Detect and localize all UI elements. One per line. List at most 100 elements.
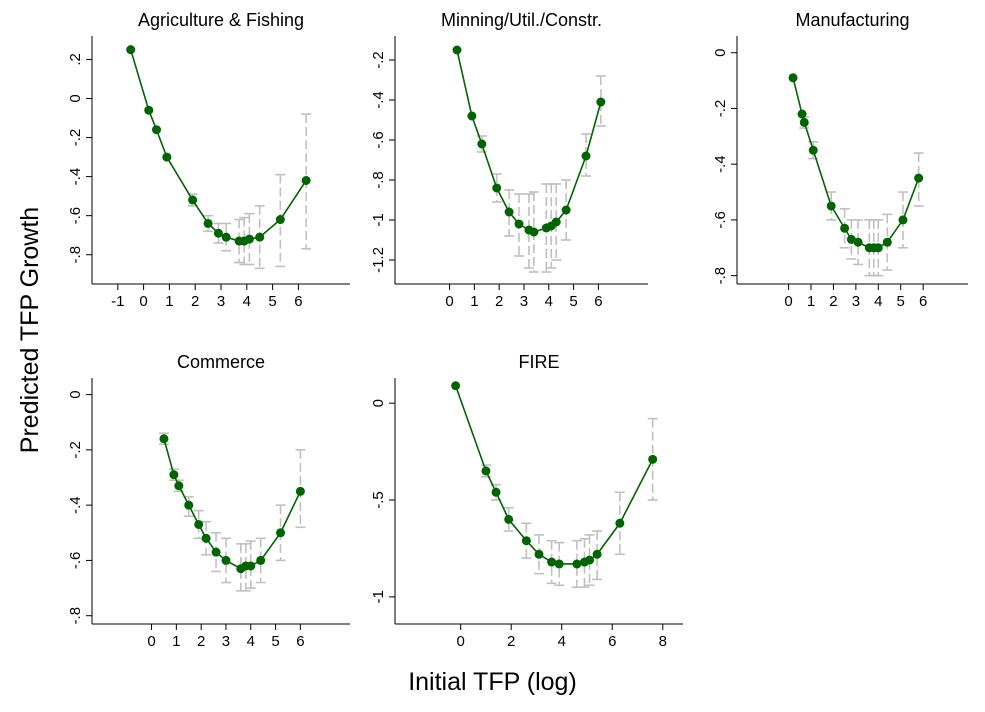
data-point — [301, 176, 311, 186]
data-point — [554, 559, 564, 569]
data-point — [581, 151, 591, 161]
data-point — [451, 381, 461, 391]
data-point — [169, 470, 179, 480]
x-axis-title: Initial TFP (log) — [408, 668, 577, 696]
x-tick-label: 1 — [807, 293, 815, 310]
y-tick-label: -.6 — [67, 552, 84, 570]
x-tick-label: 0 — [147, 633, 155, 650]
y-tick-label: 0 — [370, 399, 387, 407]
y-tick-label: -.8 — [67, 607, 84, 625]
data-point — [840, 223, 850, 233]
data-point — [788, 73, 798, 83]
chart-panel-5: FIRE 0 -.5 -1 0 2 4 6 8 — [370, 352, 683, 650]
y-tick-label: -1 — [370, 590, 387, 603]
x-tick-label: 3 — [217, 293, 225, 310]
data-point — [592, 549, 602, 559]
data-point — [797, 109, 807, 119]
y-axis-title: Predicted TFP Growth — [16, 207, 44, 453]
y-tick-label: 0 — [67, 390, 84, 398]
x-tick-label: 0 — [784, 293, 792, 310]
x-tick-label: 1 — [165, 293, 173, 310]
x-tick-label: 0 — [139, 293, 147, 310]
data-point — [481, 466, 491, 476]
data-point — [276, 528, 286, 538]
data-point — [898, 215, 908, 225]
x-tick-label: 4 — [545, 293, 553, 310]
data-point — [256, 555, 266, 565]
data-point — [452, 45, 462, 55]
data-point — [152, 125, 161, 135]
y-tick-label: -.4 — [712, 155, 729, 173]
data-point — [853, 237, 863, 247]
data-point — [477, 139, 487, 149]
panel-title: Agriculture & Fishing — [138, 10, 304, 30]
data-point — [201, 533, 211, 543]
x-tick-label: 6 — [594, 293, 602, 310]
x-tick-label: 5 — [569, 293, 577, 310]
y-tick-label: -.6 — [712, 211, 729, 229]
panel-title: Manufacturing — [795, 10, 909, 30]
data-point — [799, 117, 809, 127]
y-tick-label: -.4 — [67, 168, 84, 186]
y-tick-label: -.4 — [370, 91, 387, 109]
y-tick-label: -1.2 — [370, 247, 387, 273]
x-tick-label: 4 — [874, 293, 882, 310]
x-tick-label: 2 — [829, 293, 837, 310]
data-point — [491, 487, 501, 497]
data-point — [213, 228, 223, 238]
y-tick-label: -.2 — [370, 51, 387, 69]
data-point — [521, 536, 531, 546]
x-tick-label: 2 — [191, 293, 199, 310]
data-point — [492, 183, 502, 193]
y-tick-label: -.8 — [67, 246, 84, 264]
data-point — [534, 549, 544, 559]
data-point — [275, 215, 285, 225]
x-tick-label: 4 — [247, 633, 255, 650]
x-tick-label: 0 — [457, 633, 465, 650]
data-point — [174, 481, 184, 491]
x-tick-label: 2 — [495, 293, 503, 310]
data-point — [244, 234, 254, 244]
data-point — [162, 152, 172, 162]
x-tick-label: 3 — [222, 633, 230, 650]
panel-title: FIRE — [518, 352, 559, 372]
x-tick-label: 1 — [172, 633, 180, 650]
data-point — [846, 234, 856, 244]
data-point — [246, 561, 256, 571]
data-point — [873, 243, 883, 253]
panel-title: Commerce — [177, 352, 265, 372]
x-tick-label: 2 — [197, 633, 205, 650]
data-point — [504, 207, 514, 217]
chart-panel-1: Agriculture & Fishing .2 0 -.2 -.4 -.6 -.8 -1 0 1… — [67, 10, 350, 310]
data-point — [808, 145, 818, 155]
chart-panel-2: Minning/Util./Constr. -.2 -.4 -.6 -.8 -1 -1.2 0… — [370, 10, 648, 310]
data-point — [255, 232, 265, 242]
data-point — [184, 500, 194, 510]
data-point — [596, 97, 606, 107]
x-tick-label: 6 — [294, 293, 302, 310]
data-point — [144, 105, 154, 115]
x-tick-label: 2 — [507, 633, 515, 650]
data-point — [467, 111, 477, 121]
data-point — [221, 232, 231, 242]
data-point — [826, 201, 836, 211]
x-tick-label: 5 — [897, 293, 905, 310]
x-tick-label: 0 — [445, 293, 453, 310]
panel-title: Minning/Util./Constr. — [441, 10, 602, 30]
x-tick-label: 5 — [268, 293, 276, 310]
x-tick-label: 1 — [470, 293, 478, 310]
y-tick-label: -.6 — [370, 131, 387, 149]
data-point — [211, 547, 221, 557]
y-tick-label: -.4 — [67, 496, 84, 514]
data-point — [529, 227, 539, 237]
data-point — [221, 555, 231, 565]
y-tick-label: -.2 — [67, 129, 84, 147]
x-tick-label: -1 — [111, 293, 124, 310]
data-point — [295, 486, 305, 496]
y-tick-label: -.6 — [67, 207, 84, 225]
data-point — [914, 173, 924, 183]
y-tick-label: -.8 — [712, 267, 729, 285]
